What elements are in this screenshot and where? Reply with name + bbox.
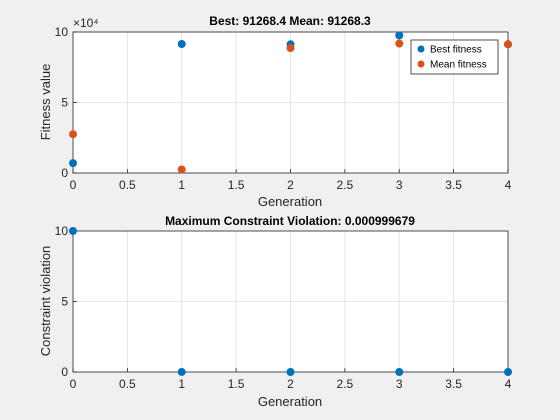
best-fitness-point <box>69 159 77 168</box>
legend-mean-label: Mean fitness <box>430 60 487 71</box>
x-tick-label: 1 <box>178 377 185 391</box>
x-tick-label: 2 <box>287 178 294 192</box>
best-fitness-point <box>395 31 404 40</box>
x-tick-label: 4 <box>505 178 512 192</box>
x-tick-label: 3.5 <box>445 178 462 192</box>
x-tick-label: 1.5 <box>228 377 245 391</box>
mean-fitness-point <box>504 40 512 49</box>
constraint-x-axis-label: Generation <box>258 394 322 409</box>
constraint-violation-point <box>286 367 295 376</box>
y-tick-label: 5 <box>61 96 68 110</box>
x-tick-label: 3 <box>396 178 403 192</box>
x-tick-label: 2 <box>287 377 294 391</box>
y-tick-label: 10 <box>55 25 69 39</box>
fitness-x-ticks: 0 0.5 1 1.5 2 2.5 3 3.5 4 <box>70 169 512 192</box>
constraint-violation-point <box>177 367 186 376</box>
constraint-violation-point <box>69 227 77 235</box>
fitness-chart-title: Best: 91268.4 Mean: 91268.3 <box>209 14 371 28</box>
constraint-y-ticks: 0 5 10 <box>55 224 77 379</box>
x-tick-label: 0 <box>70 178 77 192</box>
constraint-data-points <box>69 227 512 376</box>
constraint-chart-title: Maximum Constraint Violation: 0.00099967… <box>165 214 415 228</box>
constraint-y-axis-label: Constraint violation <box>38 246 53 357</box>
best-fitness-point <box>177 39 186 48</box>
constraint-violation-point <box>395 367 404 376</box>
mean-fitness-point <box>69 130 77 139</box>
fitness-y-ticks: 0 5 10 <box>55 25 77 180</box>
constraint-x-ticks: 0 0.5 1 1.5 2 2.5 3 3.5 4 <box>70 368 512 391</box>
fitness-data-points <box>69 31 512 174</box>
fitness-y-exponent-label: ×10⁴ <box>73 16 99 30</box>
x-tick-label: 2.5 <box>337 377 354 391</box>
legend-best-marker <box>417 45 425 53</box>
mean-fitness-point <box>286 44 295 53</box>
x-tick-label: 1.5 <box>228 178 245 192</box>
x-tick-label: 0.5 <box>119 178 136 192</box>
fitness-x-axis-label: Generation <box>258 194 322 209</box>
y-tick-label: 10 <box>55 224 69 238</box>
y-tick-label: 0 <box>61 166 68 180</box>
mean-fitness-point <box>177 165 186 174</box>
y-tick-label: 0 <box>61 365 68 379</box>
legend-box <box>410 39 499 75</box>
x-tick-label: 0.5 <box>119 377 136 391</box>
x-tick-label: 4 <box>505 377 512 391</box>
x-tick-label: 2.5 <box>337 178 354 192</box>
constraint-axes[interactable]: 0 0.5 1 1.5 2 2.5 3 3.5 4 0 5 10 Maximum Constrain… <box>38 214 512 409</box>
mean-fitness-point <box>395 39 404 48</box>
constraint-violation-point <box>504 367 512 376</box>
legend-mean-marker <box>417 60 425 68</box>
x-tick-label: 0 <box>70 377 77 391</box>
x-tick-label: 1 <box>178 178 185 192</box>
fitness-y-axis-label: Fitness value <box>38 64 53 141</box>
y-tick-label: 5 <box>61 295 68 309</box>
x-tick-label: 3.5 <box>445 377 462 391</box>
fitness-axes[interactable]: 0 0.5 1 1.5 2 2.5 3 3.5 4 0 5 10 ×10⁴ Best: 91268.… <box>38 14 512 209</box>
legend-best-label: Best fitness <box>430 45 482 56</box>
fitness-legend[interactable]: Best fitness Mean fitness <box>410 39 499 75</box>
x-tick-label: 3 <box>396 377 403 391</box>
